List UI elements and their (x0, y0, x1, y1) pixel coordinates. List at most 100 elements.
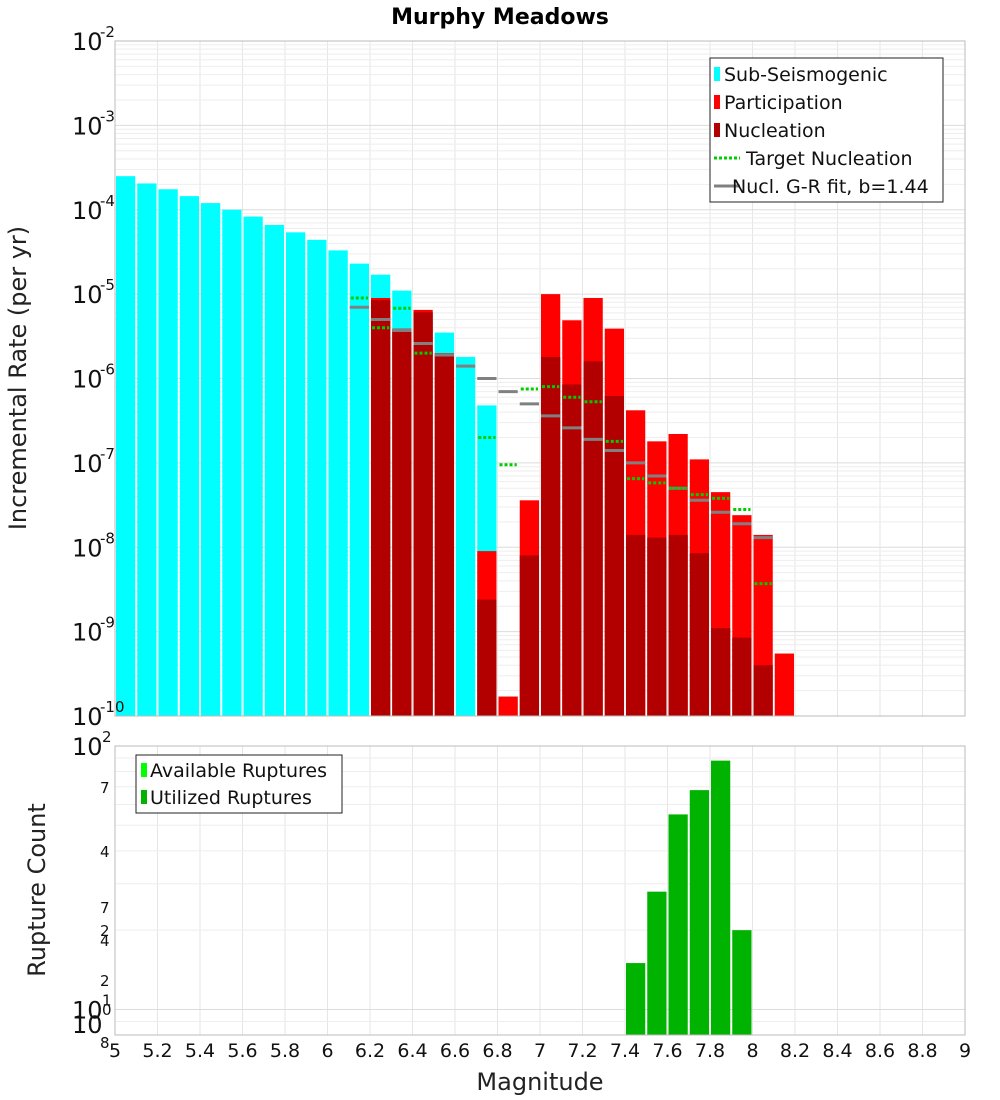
bar-nucleation (604, 396, 624, 716)
bar-nucleation (434, 354, 454, 716)
bar-sub-seismogenic (137, 183, 157, 716)
bar-nucleation (668, 534, 688, 716)
bottom-y-axis-label: Rupture Count (23, 803, 51, 977)
bar-nucleation (732, 637, 752, 716)
top-legend: Sub-Seismogenic Participation Nucleation Ta… (709, 57, 944, 203)
bar-nucleation (583, 361, 603, 716)
bar-nucleation (562, 384, 582, 716)
bottom-y-tick-label: 10 (72, 1011, 103, 1039)
x-tick-label: 5.2 (142, 1040, 172, 1062)
bottom-y-minor-label: 8 (100, 1034, 110, 1052)
top-y-tick-exponent: -6 (100, 361, 115, 379)
top-panel: 10-210-310-410-510-610-710-810-910-10 In… (4, 23, 966, 731)
x-tick-label: 7.6 (652, 1040, 682, 1062)
bar-nucleation (541, 356, 561, 716)
legend-label: Participation (724, 92, 843, 114)
bottom-plot-frame (114, 745, 966, 1036)
x-tick-label: 5 (109, 1040, 121, 1062)
bar-rupture-count (711, 760, 731, 1035)
x-tick-label: 6.2 (355, 1040, 385, 1062)
bar-nucleation (711, 628, 731, 716)
bar-sub-seismogenic (264, 224, 284, 716)
top-y-tick-label: 10 (72, 112, 103, 140)
bar-rupture-count (647, 891, 667, 1035)
legend-label: Target Nucleation (745, 148, 913, 170)
top-y-tick-exponent: -10 (100, 698, 125, 716)
bottom-y-tick-label: 10 (72, 996, 103, 1024)
bottom-legend: Available Ruptures Utilized Ruptures (135, 754, 343, 814)
bar-sub-seismogenic (116, 176, 136, 716)
top-legend-box (709, 57, 944, 203)
top-bars (116, 176, 794, 717)
bar-rupture-count (626, 963, 646, 1035)
bar-rupture-count (668, 814, 688, 1035)
bottom-legend-box (135, 754, 343, 814)
x-tick-label: 6 (321, 1040, 333, 1062)
bar-sub-seismogenic (307, 239, 327, 716)
bottom-bars (626, 760, 752, 1035)
bar-nucleation (753, 665, 773, 716)
bar-sub-seismogenic (179, 196, 199, 716)
top-plot-frame (114, 40, 966, 717)
x-tick-label: 5.4 (185, 1040, 215, 1062)
x-tick-label: 6.4 (397, 1040, 427, 1062)
bar-nucleation (647, 537, 667, 716)
bottom-y-tick-label: 10 (72, 733, 103, 761)
bar-sub-seismogenic (201, 203, 221, 716)
bar-nucleation (392, 330, 412, 716)
bar-rupture-count (732, 930, 752, 1035)
bottom-y-tick-exponent: 0 (102, 1001, 112, 1019)
x-tick-label: 9 (959, 1040, 971, 1062)
bar-sub-seismogenic (456, 356, 476, 716)
top-y-tick-label: 10 (72, 281, 103, 309)
x-tick-label: 8.4 (822, 1040, 852, 1062)
x-tick-label: 8 (746, 1040, 758, 1062)
x-tick-label: 8.8 (907, 1040, 937, 1062)
top-y-tick-label: 10 (72, 534, 103, 562)
chart-title: Murphy Meadows (391, 5, 609, 30)
x-tick-label: 7.2 (567, 1040, 597, 1062)
bar-rupture-count (689, 790, 709, 1035)
bottom-y-minor-label: 2 (100, 972, 110, 990)
top-y-axis-label: Incremental Rate (per yr) (4, 226, 32, 530)
x-tick-label: 5.8 (270, 1040, 300, 1062)
bar-sub-seismogenic (328, 250, 348, 717)
bar-nucleation (477, 599, 497, 716)
top-y-tick-label: 10 (72, 703, 103, 731)
x-tick-label: 7 (534, 1040, 546, 1062)
x-tick-label: 7.8 (695, 1040, 725, 1062)
legend-label: Sub-Seismogenic (724, 64, 888, 86)
top-y-tick-exponent: -7 (100, 445, 115, 463)
legend-swatch (141, 763, 147, 777)
legend-label: Nucl. G-R fit, b=1.44 (732, 176, 929, 198)
bar-nucleation (626, 534, 646, 716)
x-tick-label: 8.2 (780, 1040, 810, 1062)
top-y-axis: 10-210-310-410-510-610-710-810-910-10 (72, 23, 125, 731)
top-y-tick-exponent: -4 (100, 192, 115, 210)
bottom-y-minor-label: 4 (100, 932, 110, 950)
legend-label: Nucleation (724, 120, 826, 142)
bottom-y-minor-label: 7 (100, 899, 110, 917)
bar-nucleation (371, 300, 391, 716)
bottom-y-tick-exponent: 1 (102, 991, 112, 1009)
top-y-tick-label: 10 (72, 450, 103, 478)
x-axis-label: Magnitude (476, 1068, 603, 1096)
bottom-y-minor-label: 4 (100, 843, 110, 861)
bar-sub-seismogenic (243, 216, 263, 716)
top-y-tick-exponent: -3 (100, 107, 115, 125)
bar-sub-seismogenic (222, 209, 242, 716)
bar-sub-seismogenic (158, 189, 178, 717)
bar-participation (498, 696, 518, 716)
top-y-tick-exponent: -8 (100, 529, 115, 547)
top-y-tick-exponent: -9 (100, 614, 115, 632)
top-dashes (349, 296, 773, 586)
bar-sub-seismogenic (349, 263, 369, 716)
legend-swatch (141, 790, 147, 804)
bar-nucleation (689, 553, 709, 716)
x-tick-label: 5.6 (227, 1040, 257, 1062)
bottom-y-minor-label: 7 (100, 779, 110, 797)
top-y-tick-exponent: -5 (100, 276, 115, 294)
legend-swatch (714, 95, 720, 109)
